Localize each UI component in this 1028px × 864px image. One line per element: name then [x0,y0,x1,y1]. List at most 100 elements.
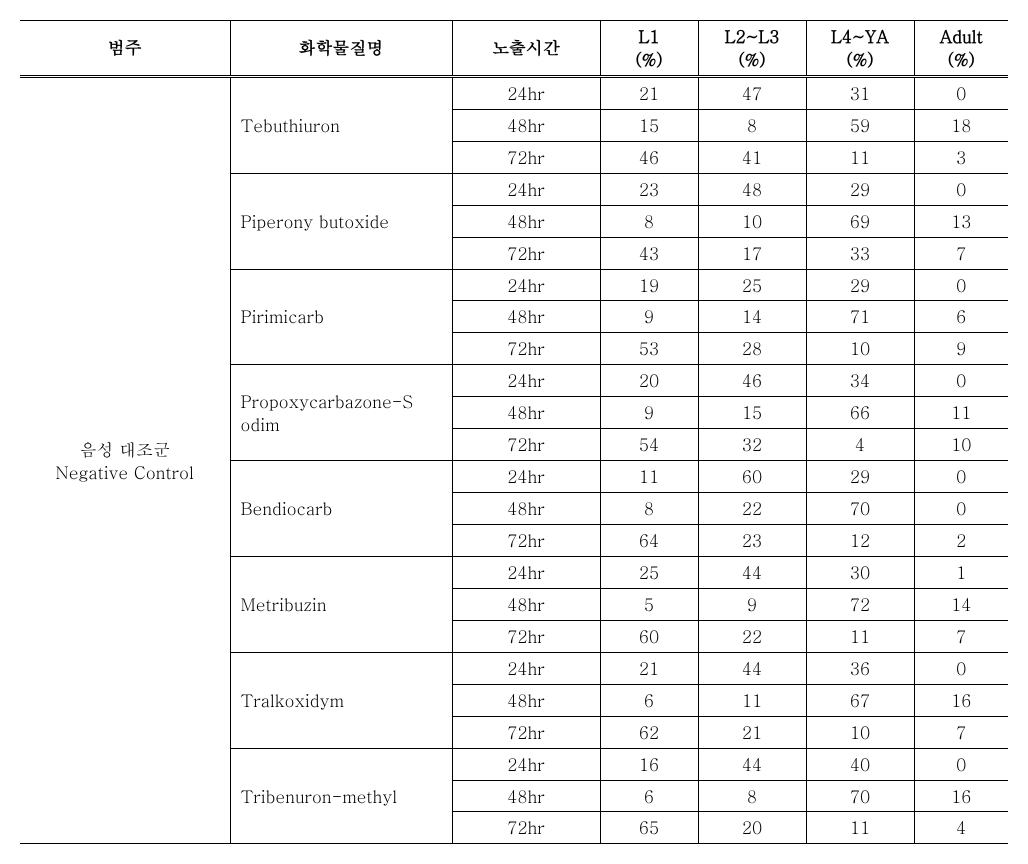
value-cell: 41 [698,141,806,173]
chemical-name-text: Bendiocarb [241,496,333,520]
chemical-name-text: Tebuthiuron [241,113,340,137]
value-cell: 36 [806,652,914,684]
value-cell: 20 [698,812,806,844]
value-cell: 16 [600,748,698,780]
chemical-name-text: Propoxycarbazone-S [241,389,414,413]
value-cell: 7 [914,237,1008,269]
value-cell: 44 [698,652,806,684]
col-header-l2l3: L2~L3 (%) [698,21,806,77]
chemical-name-cell: Piperony butoxide [230,173,452,269]
value-cell: 23 [600,173,698,205]
value-cell: 16 [914,684,1008,716]
exposure-time-cell: 24hr [452,173,600,205]
value-cell: 8 [698,109,806,141]
value-cell: 11 [806,812,914,844]
value-cell: 7 [914,716,1008,748]
value-cell: 13 [914,205,1008,237]
value-cell: 17 [698,237,806,269]
exposure-time-cell: 72hr [452,716,600,748]
category-label-en: Negative Control [56,460,194,484]
category-cell: 음성 대조군Negative Control [20,76,230,844]
exposure-time-cell: 48hr [452,205,600,237]
value-cell: 0 [914,269,1008,301]
col-header-label: L4~YA [831,24,889,48]
value-cell: 9 [914,333,1008,365]
value-cell: 43 [600,237,698,269]
value-cell: 29 [806,461,914,493]
value-cell: 22 [698,620,806,652]
value-cell: 10 [806,333,914,365]
value-cell: 23 [698,525,806,557]
value-cell: 0 [914,493,1008,525]
value-cell: 8 [600,493,698,525]
value-cell: 60 [698,461,806,493]
col-header-chemical: 화학물질명 [230,21,452,77]
col-header-label: Adult [940,24,983,48]
chemical-name-text: odim [241,412,280,436]
value-cell: 11 [914,397,1008,429]
value-cell: 8 [698,780,806,812]
category-label-ko: 음성 대조군 [79,437,170,461]
value-cell: 15 [698,397,806,429]
exposure-time-cell: 24hr [452,269,600,301]
col-header-exposure: 노출시간 [452,21,600,77]
value-cell: 34 [806,365,914,397]
value-cell: 65 [600,812,698,844]
exposure-time-cell: 72hr [452,620,600,652]
table-row: 음성 대조군Negative ControlTebuthiuron24hr214… [20,76,1008,109]
value-cell: 11 [600,461,698,493]
value-cell: 8 [600,205,698,237]
value-cell: 19 [600,269,698,301]
exposure-time-cell: 48hr [452,684,600,716]
value-cell: 6 [914,301,1008,333]
col-header-l4ya: L4~YA (%) [806,21,914,77]
value-cell: 0 [914,461,1008,493]
exposure-time-cell: 72hr [452,141,600,173]
exposure-time-cell: 48hr [452,493,600,525]
value-cell: 1 [914,556,1008,588]
col-header-unit: (%) [923,48,1001,71]
exposure-time-cell: 48hr [452,588,600,620]
value-cell: 10 [806,716,914,748]
chemical-name-cell: Propoxycarbazone-Sodim [230,365,452,461]
value-cell: 22 [698,493,806,525]
data-table: 범주 화학물질명 노출시간 L1 (%) L2~L3 (%) L4~YA (%)… [20,20,1008,844]
chemical-name-cell: Tribenuron-methyl [230,748,452,844]
value-cell: 30 [806,556,914,588]
value-cell: 48 [698,173,806,205]
value-cell: 18 [914,109,1008,141]
value-cell: 59 [806,109,914,141]
chemical-name-text: Tralkoxidym [241,688,344,712]
exposure-time-cell: 24hr [452,652,600,684]
value-cell: 46 [698,365,806,397]
value-cell: 9 [698,588,806,620]
value-cell: 44 [698,748,806,780]
col-header-unit: (%) [707,48,798,71]
chemical-name-text: Metribuzin [241,592,327,616]
value-cell: 20 [600,365,698,397]
value-cell: 64 [600,525,698,557]
value-cell: 11 [698,684,806,716]
value-cell: 70 [806,493,914,525]
value-cell: 40 [806,748,914,780]
value-cell: 72 [806,588,914,620]
value-cell: 16 [914,780,1008,812]
value-cell: 31 [806,76,914,109]
value-cell: 12 [806,525,914,557]
value-cell: 69 [806,205,914,237]
value-cell: 46 [600,141,698,173]
value-cell: 6 [600,780,698,812]
value-cell: 7 [914,620,1008,652]
value-cell: 11 [806,141,914,173]
value-cell: 14 [698,301,806,333]
value-cell: 0 [914,173,1008,205]
value-cell: 28 [698,333,806,365]
value-cell: 29 [806,173,914,205]
value-cell: 15 [600,109,698,141]
col-header-label: L2~L3 [725,24,780,48]
value-cell: 47 [698,76,806,109]
value-cell: 9 [600,301,698,333]
value-cell: 60 [600,620,698,652]
value-cell: 32 [698,429,806,461]
value-cell: 14 [914,588,1008,620]
